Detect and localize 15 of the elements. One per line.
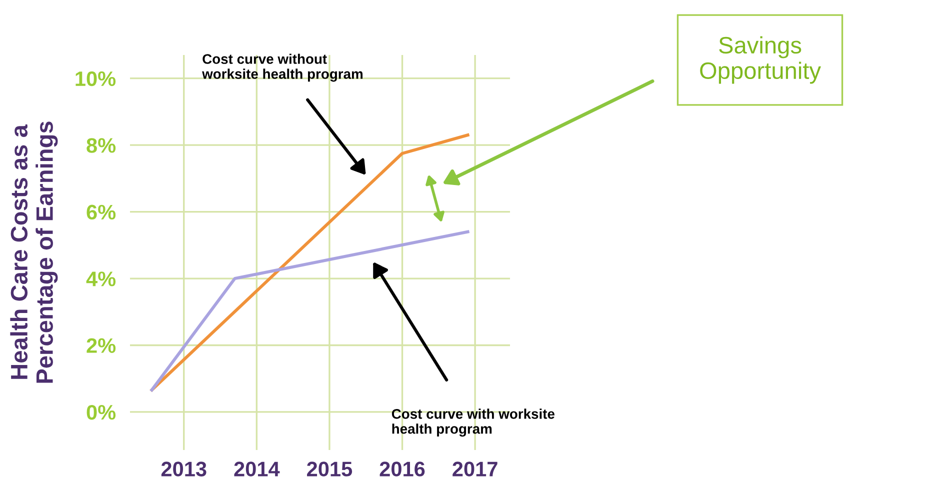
y-tick-label: 4% [86, 272, 116, 286]
y-tick-label: 2% [86, 338, 116, 353]
annotation: Cost curve without worksite health program [202, 54, 363, 82]
text: Savings Opportunity [700, 36, 821, 84]
x-tick-label: 2016 [380, 462, 425, 476]
annotation: Cost curve with worksite health program [392, 408, 554, 437]
x-tick-label: 2017 [452, 462, 498, 476]
x-tick-label: 2013 [161, 462, 206, 476]
y-tick-label: 10% [76, 71, 116, 86]
x-tick-label: 2015 [307, 462, 352, 476]
x-tick-label: 2014 [234, 462, 280, 476]
y-tick-label: 6% [86, 204, 116, 220]
y-tick-label: 8% [86, 138, 116, 153]
y-tick-label: 0% [86, 404, 116, 420]
y-axis-title: Health Care Costs as a Percentage of Earnings [10, 122, 58, 383]
